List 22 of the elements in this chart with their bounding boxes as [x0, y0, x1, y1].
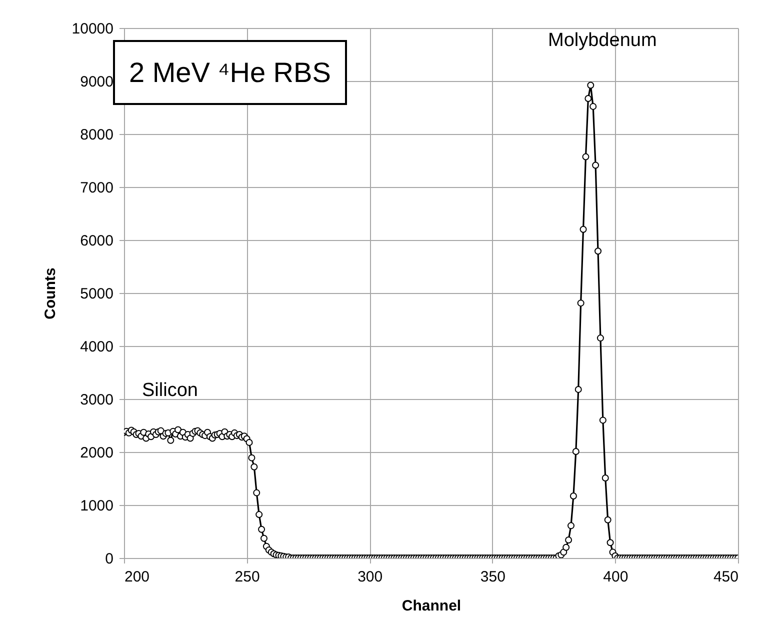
y-axis-title: Counts — [42, 268, 59, 320]
x-tick-label: 350 — [480, 568, 506, 586]
x-tick-label: 300 — [358, 568, 383, 586]
y-tick-label: 1000 — [80, 498, 114, 514]
y-tick-label: 2000 — [80, 444, 114, 462]
y-tick-label: 9000 — [80, 74, 114, 90]
y-tick-label: 10000 — [72, 20, 114, 38]
y-tick-label: 7000 — [80, 180, 114, 196]
x-tick-label: 250 — [234, 568, 260, 586]
y-tick-label: 8000 — [80, 126, 114, 144]
x-tick-label: 450 — [713, 568, 738, 586]
y-tick-label: 3000 — [80, 392, 114, 408]
x-axis-title: Channel — [402, 598, 462, 614]
y-tick-label: 5000 — [80, 286, 114, 302]
y-tick-label: 6000 — [80, 232, 114, 250]
annotation: Silicon — [142, 380, 198, 402]
x-tick-label: 400 — [603, 568, 628, 586]
y-tick-label: 4000 — [80, 338, 114, 356]
annotation: Molybdenum — [548, 30, 657, 52]
text-box: 2 MeV ⁴He RBS — [113, 40, 347, 105]
x-tick-label: 200 — [124, 568, 150, 586]
y-tick-label: 0 — [105, 550, 114, 568]
